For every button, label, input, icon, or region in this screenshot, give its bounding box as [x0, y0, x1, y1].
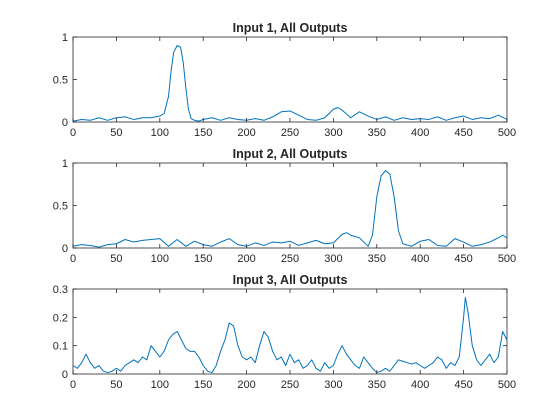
series-line	[72, 170, 508, 248]
x-tick-label: 450	[454, 253, 472, 265]
x-tick-label: 100	[151, 379, 169, 391]
y-tick-label: 0.2	[53, 312, 68, 324]
subplot-input-2: 0 50 100 150 200 250 300 350 400 450 500 0 0.5 1 Input…	[53, 147, 516, 265]
series-line	[72, 45, 508, 122]
y-tick-label: 1	[62, 32, 68, 44]
subplot-input-3: 0 50 100 150 200 250 300 350 400 450 500 0 0.1 0.2 0.3…	[53, 273, 516, 391]
chart-title: Input 1, All Outputs	[233, 21, 348, 35]
x-tick-label: 150	[194, 253, 212, 265]
x-tick-label: 0	[70, 127, 76, 139]
y-tick-label: 0	[62, 243, 68, 255]
y-tick-label: 0.1	[53, 341, 68, 353]
x-tick-label: 250	[281, 127, 299, 139]
y-tick-label: 0	[62, 369, 68, 381]
y-tick-label: 0	[62, 117, 68, 129]
x-tick-label: 0	[70, 379, 76, 391]
x-tick-label: 300	[324, 127, 342, 139]
x-tick-label: 400	[411, 127, 429, 139]
subplot-input-1: 0 50 100 150 200 250 300 350 400 450 500 0 0.5 1 Input…	[53, 21, 516, 139]
axes-box	[72, 36, 508, 123]
chart-title: Input 2, All Outputs	[233, 147, 348, 161]
x-tick-label: 500	[498, 127, 516, 139]
axes-box	[72, 288, 508, 375]
x-tick-label: 100	[151, 253, 169, 265]
x-tick-label: 200	[237, 127, 255, 139]
x-tick-label: 250	[281, 379, 299, 391]
x-tick-label: 0	[70, 253, 76, 265]
series-line	[72, 297, 508, 374]
x-tick-label: 400	[411, 379, 429, 391]
x-tick-label: 300	[324, 379, 342, 391]
x-tick-label: 200	[237, 253, 255, 265]
axes-box	[72, 162, 508, 249]
x-tick-label: 150	[194, 379, 212, 391]
y-tick-label: 0.5	[53, 201, 68, 213]
x-tick-label: 450	[454, 379, 472, 391]
x-tick-label: 350	[368, 379, 386, 391]
x-tick-label: 50	[110, 127, 122, 139]
x-tick-label: 500	[498, 253, 516, 265]
x-tick-label: 200	[237, 379, 255, 391]
x-tick-label: 350	[368, 127, 386, 139]
x-tick-label: 300	[324, 253, 342, 265]
x-tick-label: 450	[454, 127, 472, 139]
x-tick-label: 400	[411, 253, 429, 265]
x-tick-label: 350	[368, 253, 386, 265]
x-tick-label: 100	[151, 127, 169, 139]
x-tick-label: 150	[194, 127, 212, 139]
x-tick-label: 250	[281, 253, 299, 265]
y-tick-label: 0.5	[53, 75, 68, 87]
x-tick-label: 500	[498, 379, 516, 391]
y-tick-label: 1	[62, 158, 68, 170]
y-tick-label: 0.3	[53, 284, 68, 296]
x-tick-label: 50	[110, 379, 122, 391]
x-tick-label: 50	[110, 253, 122, 265]
chart-title: Input 3, All Outputs	[233, 273, 348, 287]
